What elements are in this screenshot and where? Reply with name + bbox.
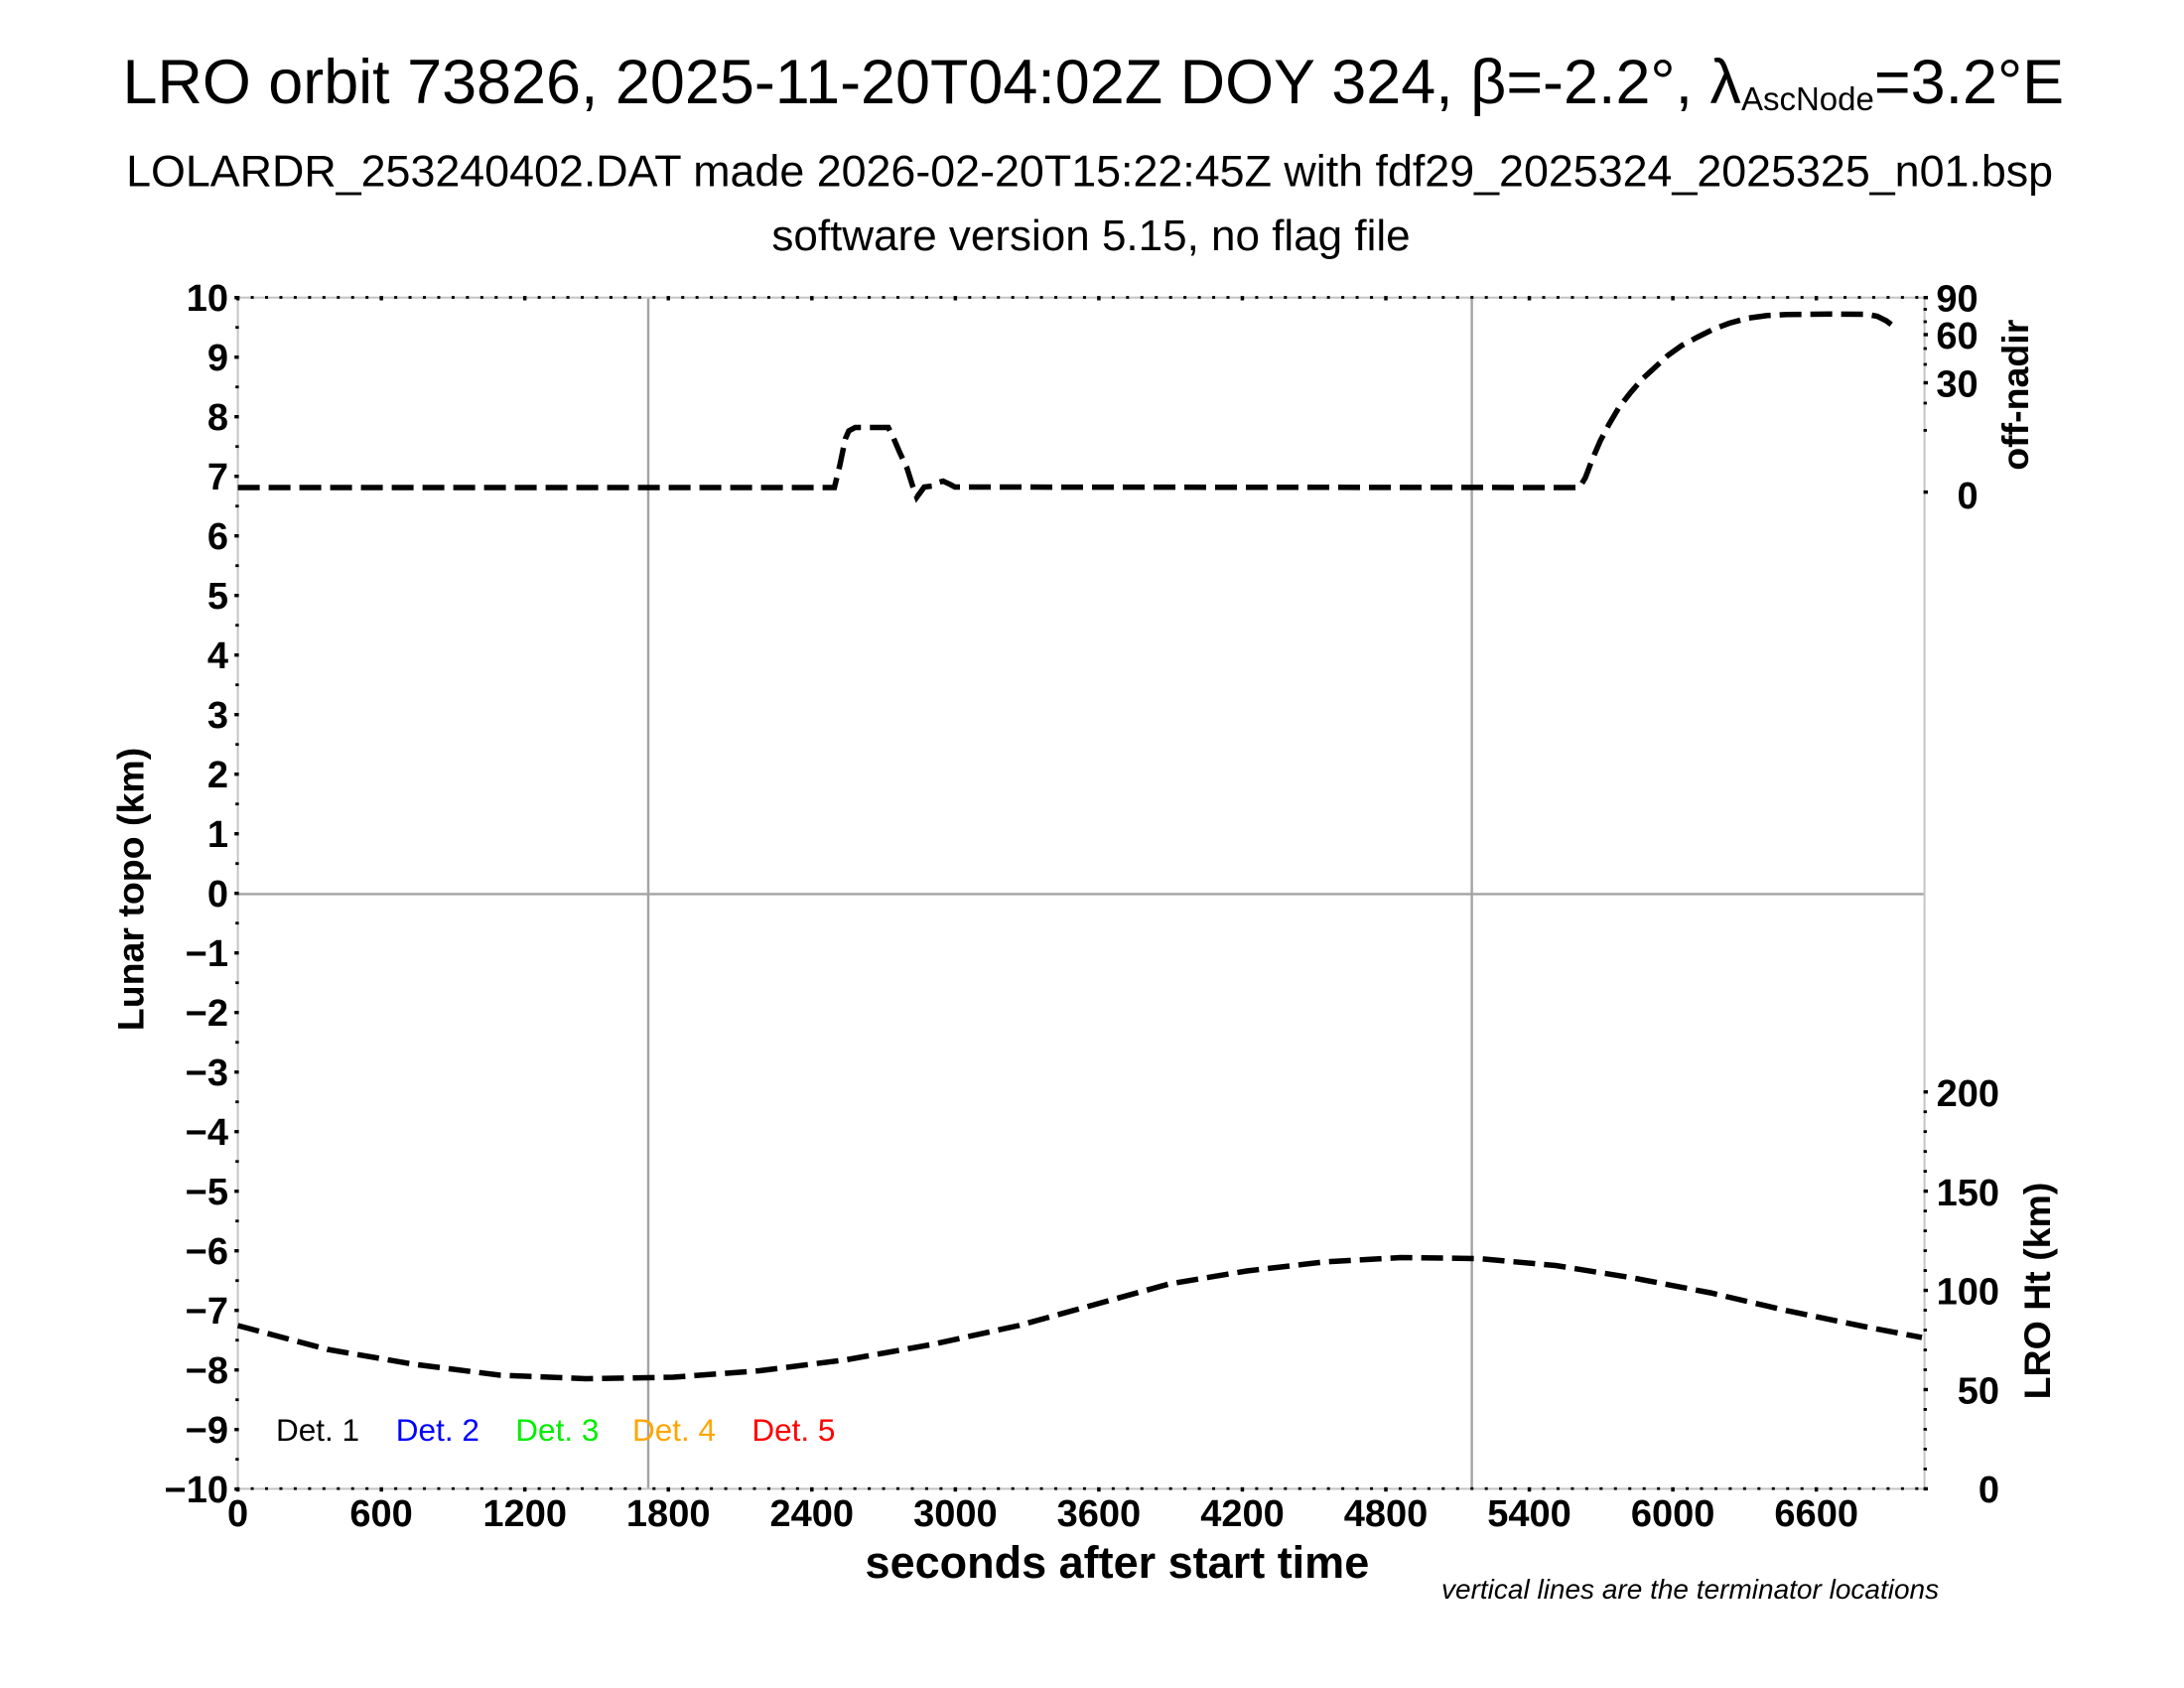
svg-text:1200: 1200 [482,1493,567,1535]
svg-text:off-nadir: off-nadir [1994,319,2036,470]
svg-text:LRO orbit 73826, 2025-11-20T04: LRO orbit 73826, 2025-11-20T04:02Z DOY 3… [123,48,2065,117]
svg-text:1800: 1800 [626,1493,711,1535]
svg-text:LOLARDR_253240402.DAT made 202: LOLARDR_253240402.DAT made 2026-02-20T15… [126,146,2053,196]
svg-text:0: 0 [1979,1470,1999,1511]
svg-text:−9: −9 [186,1410,228,1452]
svg-text:9: 9 [207,338,228,379]
svg-text:Det. 1: Det. 1 [276,1412,359,1448]
svg-text:software version 5.15, no flag: software version 5.15, no flag file [771,211,1410,260]
svg-text:4800: 4800 [1344,1493,1429,1535]
svg-text:Det. 5: Det. 5 [751,1412,835,1448]
svg-text:seconds after start time: seconds after start time [866,1537,1370,1588]
svg-text:6000: 6000 [1631,1493,1715,1535]
svg-text:0: 0 [1957,476,1978,517]
svg-text:200: 200 [1937,1073,1999,1115]
svg-text:8: 8 [207,397,228,439]
svg-text:6600: 6600 [1774,1493,1858,1535]
svg-text:2: 2 [207,755,228,796]
svg-text:4200: 4200 [1200,1493,1285,1535]
svg-text:−8: −8 [186,1350,228,1392]
svg-text:600: 600 [349,1493,412,1535]
svg-text:−2: −2 [186,993,228,1035]
svg-text:30: 30 [1936,363,1978,405]
svg-text:50: 50 [1958,1370,1999,1412]
svg-text:vertical lines are the termina: vertical lines are the terminator locati… [1441,1574,1939,1605]
svg-text:5400: 5400 [1487,1493,1571,1535]
svg-text:−3: −3 [186,1053,228,1094]
svg-text:7: 7 [207,457,228,498]
svg-text:100: 100 [1937,1272,1999,1314]
svg-text:6: 6 [207,516,228,558]
svg-text:0: 0 [207,874,228,915]
svg-text:90: 90 [1936,279,1978,321]
svg-text:5: 5 [207,576,228,618]
svg-text:LRO Ht (km): LRO Ht (km) [2016,1183,2058,1400]
svg-text:3: 3 [207,695,228,737]
svg-text:1: 1 [207,814,228,856]
svg-text:Det. 3: Det. 3 [515,1412,599,1448]
svg-text:3000: 3000 [913,1493,998,1535]
svg-text:2400: 2400 [770,1493,855,1535]
svg-text:−5: −5 [186,1172,228,1213]
svg-text:−6: −6 [186,1231,228,1273]
svg-text:Det. 4: Det. 4 [632,1412,716,1448]
svg-text:−4: −4 [186,1112,228,1154]
svg-text:Lunar topo (km): Lunar topo (km) [110,748,152,1031]
svg-text:−7: −7 [186,1291,228,1333]
svg-text:4: 4 [207,635,228,677]
svg-text:0: 0 [227,1493,248,1535]
svg-text:60: 60 [1936,316,1978,357]
svg-text:3600: 3600 [1057,1493,1142,1535]
svg-text:10: 10 [187,278,228,320]
svg-text:−10: −10 [165,1470,228,1511]
svg-text:Det. 2: Det. 2 [396,1412,479,1448]
svg-text:−1: −1 [186,933,228,975]
svg-text:150: 150 [1937,1173,1999,1214]
